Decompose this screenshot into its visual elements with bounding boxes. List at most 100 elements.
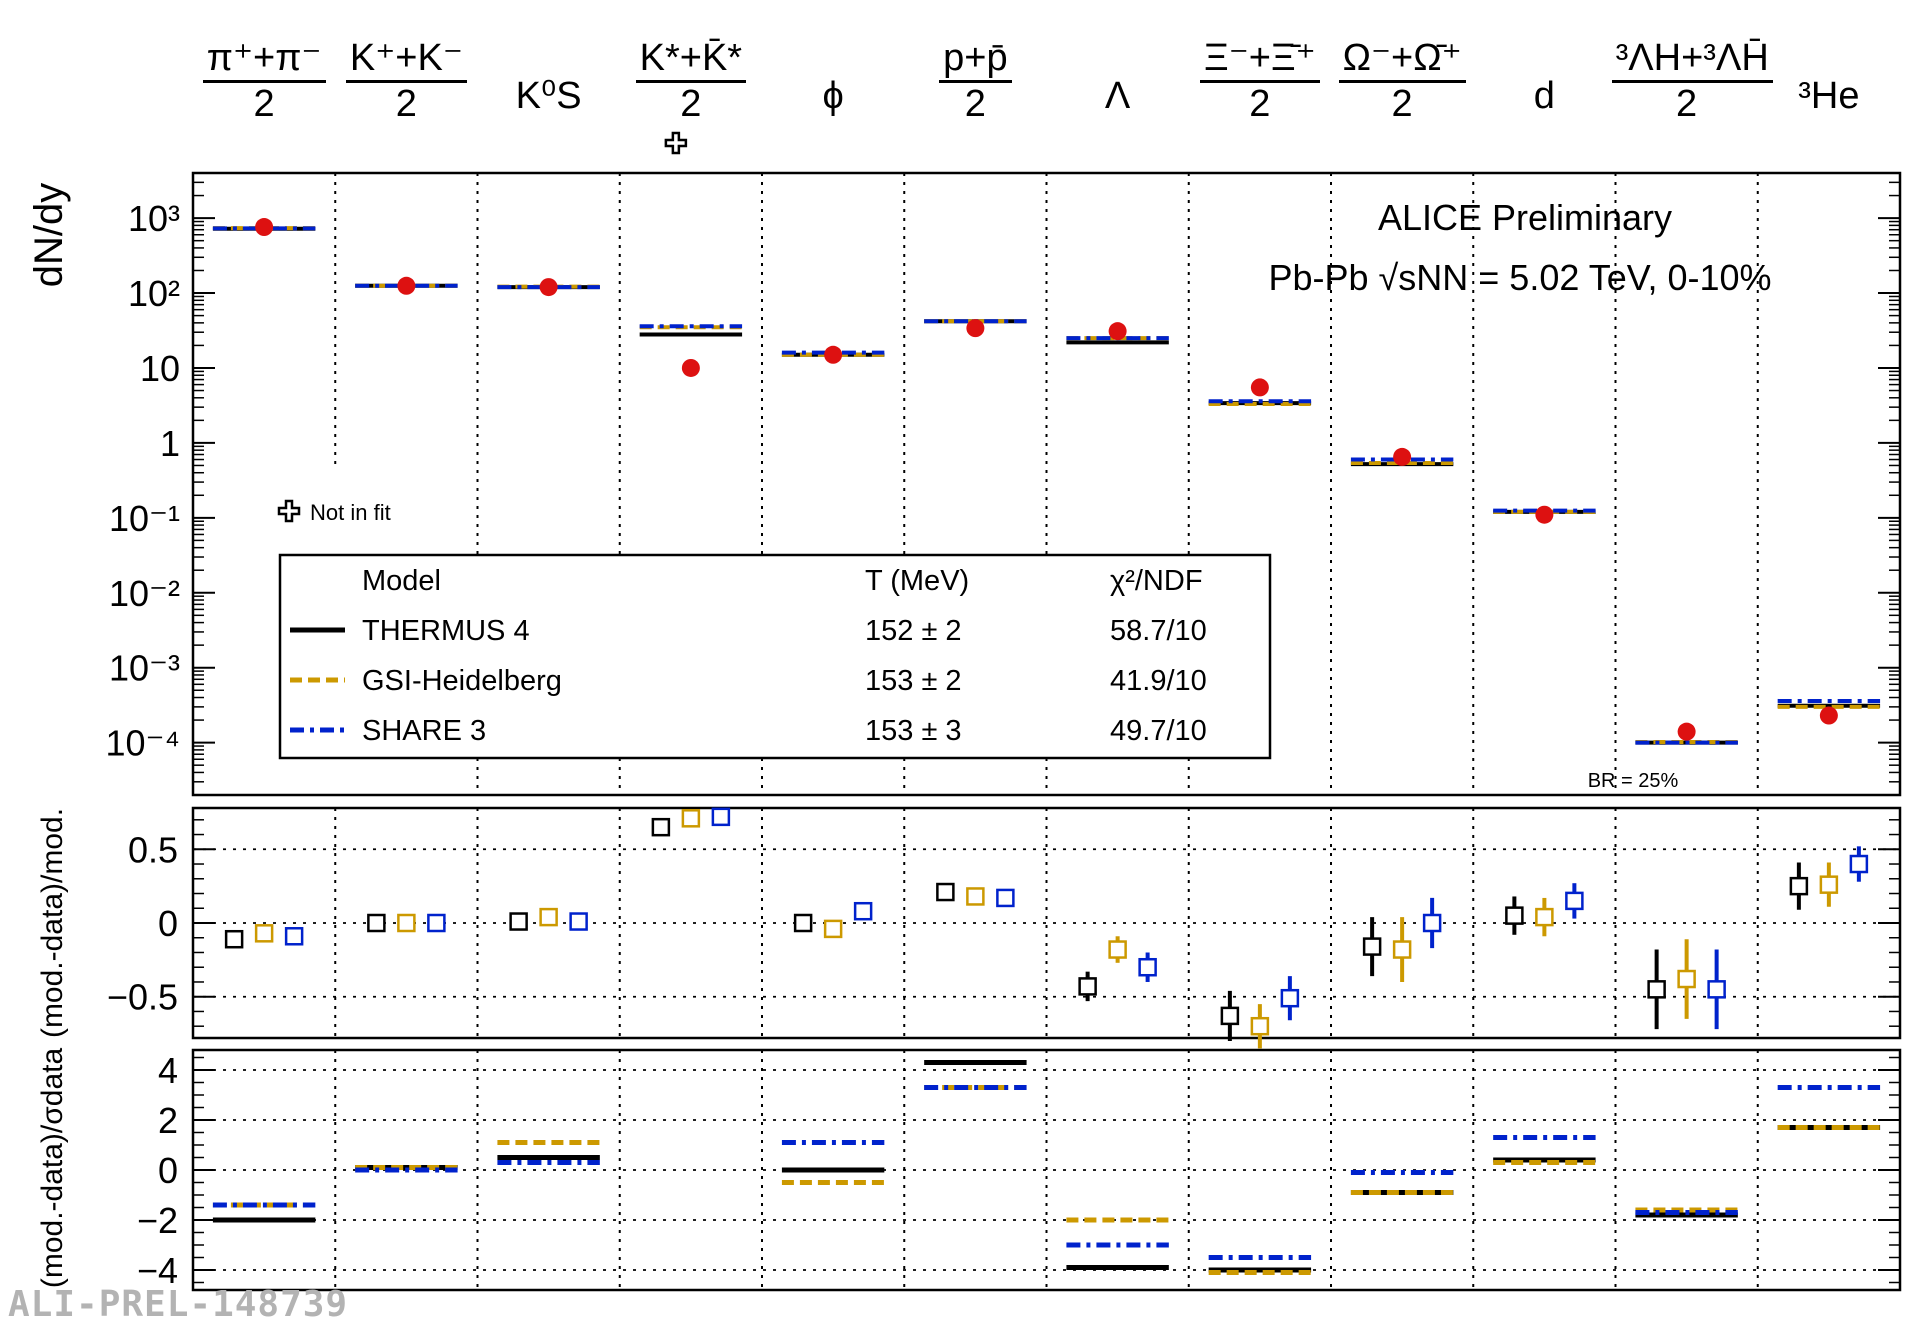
species-numerator: Ξ⁻+Ξ̄⁺ — [1200, 38, 1320, 83]
not-in-fit-label: Not in fit — [310, 500, 391, 525]
ratio-marker — [711, 807, 731, 827]
species-numerator: K⁺+K⁻ — [345, 38, 467, 83]
ratio-marker — [1505, 906, 1524, 925]
legend-header: χ²/NDF — [1110, 565, 1203, 597]
species-label: K⁰S — [515, 75, 582, 117]
species-header: Ω⁻+Ω̄⁺ 2 — [1327, 38, 1477, 125]
y-tick-label: 0 — [158, 1150, 178, 1191]
y-tick-label: −0.5 — [107, 977, 178, 1018]
ratio-marker — [1392, 940, 1412, 959]
ratio-marker — [966, 887, 985, 906]
legend-model: GSI-Heidelberg — [362, 665, 562, 697]
species-denominator: 2 — [680, 83, 702, 125]
ratio-marker — [1280, 988, 1300, 1008]
species-header: K*+K̄* 2 — [616, 38, 766, 125]
legend-temperature: 152 ± 2 — [865, 615, 962, 647]
legend-chi2: 41.9/10 — [1110, 665, 1207, 697]
y-tick-label: 1 — [160, 423, 180, 464]
data-point — [1677, 722, 1696, 741]
legend-model: THERMUS 4 — [362, 615, 530, 647]
ratio-marker — [1535, 907, 1554, 927]
ratio-marker — [224, 929, 244, 949]
y-axis-label-1: dN/dy — [27, 183, 71, 288]
experiment-label: ALICE Preliminary — [1378, 197, 1672, 238]
data-point — [1393, 447, 1412, 466]
ratio-marker — [853, 901, 873, 921]
legend-chi2: 49.7/10 — [1110, 715, 1207, 747]
legend-temperature: 153 ± 3 — [865, 715, 962, 747]
legend-header: Model — [362, 565, 441, 597]
species-header: K⁺+K⁻ 2 — [331, 38, 481, 125]
ratio-marker — [1819, 875, 1839, 894]
y-tick-label: 10⁻⁴ — [105, 723, 180, 764]
species-label: ³He — [1798, 75, 1860, 117]
ratio-marker — [284, 927, 304, 946]
y-tick-label: −2 — [137, 1200, 178, 1241]
y-tick-label: 2 — [158, 1100, 178, 1141]
ratio-marker — [509, 912, 528, 931]
species-header: ³ΛH+³ΛH̄ 2 — [1611, 38, 1773, 125]
system-label: Pb-Pb √sNN = 5.02 TeV, 0-10% — [1268, 257, 1771, 298]
data-point — [966, 319, 985, 338]
ratio-marker — [1849, 854, 1869, 874]
ratio-marker — [539, 907, 558, 927]
species-header: p+p̄ 2 — [900, 38, 1050, 125]
ratio-marker — [1422, 913, 1442, 933]
ratio-marker — [1220, 1006, 1240, 1026]
species-numerator: ³ΛH+³ΛH̄ — [1611, 38, 1773, 83]
ratio-marker — [793, 913, 813, 933]
not-in-fit-icon — [277, 499, 301, 523]
y-tick-label: 10⁻¹ — [109, 498, 180, 539]
ratio-marker — [1647, 980, 1666, 999]
y-axis-label-2: (mod.-data)/mod. — [36, 808, 69, 1038]
ratio-marker — [996, 888, 1015, 908]
y-tick-label: 10 — [140, 348, 180, 389]
species-numerator: Ω⁻+Ω̄⁺ — [1338, 38, 1466, 83]
data-point — [824, 345, 843, 364]
data-point — [539, 278, 558, 297]
br-note: BR = 25% — [1588, 770, 1679, 792]
data-point — [1535, 505, 1554, 524]
species-denominator: 2 — [1391, 83, 1413, 125]
y-tick-label: 10⁻² — [109, 573, 180, 614]
species-denominator: 2 — [395, 83, 417, 125]
ratio-marker — [1362, 937, 1382, 956]
ratio-marker — [681, 809, 701, 828]
ratio-marker — [1108, 940, 1127, 959]
data-point — [681, 358, 700, 377]
data-point — [1108, 322, 1127, 341]
ratio-marker — [1078, 977, 1097, 996]
y-tick-label: 0 — [158, 903, 178, 944]
watermark: ALI-PREL-148739 — [8, 1284, 349, 1325]
ratio-marker — [1707, 980, 1726, 999]
species-label: ϕ — [822, 75, 844, 117]
data-point — [1819, 706, 1838, 725]
y-tick-label: 0.5 — [128, 829, 178, 870]
species-denominator: 2 — [253, 83, 275, 125]
species-denominator: 2 — [964, 83, 986, 125]
species-label: d — [1533, 75, 1555, 117]
species-header: K⁰S — [474, 38, 624, 118]
ratio-marker — [1138, 957, 1157, 977]
species-header: d — [1469, 38, 1619, 118]
species-numerator: p+p̄ — [939, 38, 1012, 83]
legend-temperature: 153 ± 2 — [865, 665, 962, 697]
y-axis-label-3: (mod.-data)/σdata — [36, 1048, 69, 1289]
ratio-marker — [427, 913, 446, 933]
species-label: Λ — [1104, 75, 1131, 117]
y-tick-label: 10⁻³ — [109, 648, 180, 689]
not-in-fit-species-icon — [664, 131, 688, 155]
ratio-marker — [651, 817, 671, 837]
ratio-marker — [397, 913, 416, 933]
species-denominator: 2 — [1676, 83, 1698, 125]
legend-header: T (MeV) — [865, 565, 969, 597]
legend-box — [278, 553, 1272, 760]
y-tick-label: −4 — [137, 1250, 178, 1291]
ratio-marker — [936, 882, 955, 902]
species-header: Ξ⁻+Ξ̄⁺ 2 — [1185, 38, 1335, 125]
ratio-marker — [1565, 891, 1584, 911]
not-in-fit-icon — [664, 131, 688, 155]
legend-model: SHARE 3 — [362, 715, 486, 747]
